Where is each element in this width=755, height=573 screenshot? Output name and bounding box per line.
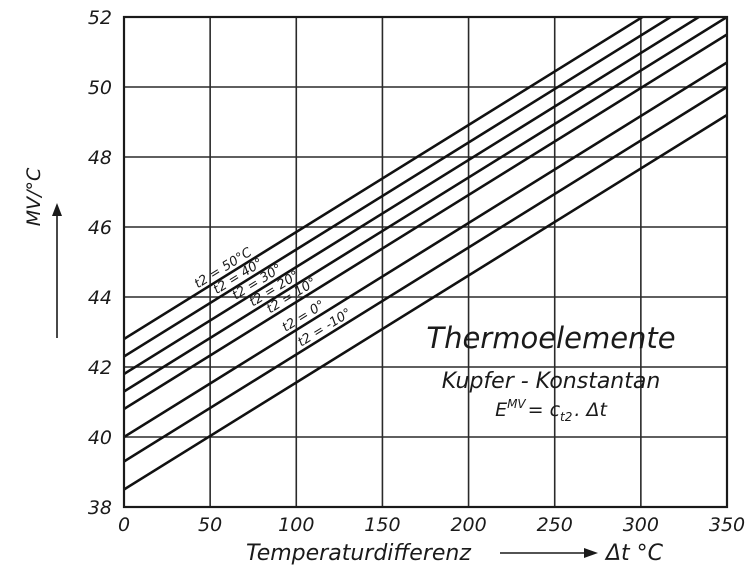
y-tick-label: 50 <box>88 77 112 99</box>
y-tick-label: 42 <box>88 357 112 379</box>
x-tick-label: 100 <box>278 514 314 536</box>
series-line <box>124 85 727 463</box>
y-tick-label: 40 <box>88 427 112 449</box>
y-tick-label: 48 <box>88 147 112 169</box>
x-tick-label: 50 <box>198 514 222 536</box>
y-tick-label: 38 <box>88 497 112 519</box>
series-line <box>124 61 727 439</box>
chart-subtitle: Kupfer - Konstantan <box>442 369 661 394</box>
plot-frame <box>122 15 729 509</box>
chart-formula: EMV = ct2. Δt <box>495 397 608 424</box>
y-tick-label: 46 <box>88 217 112 239</box>
x-tick-label: 350 <box>709 514 745 536</box>
series-line <box>124 113 727 491</box>
formula-sub: t2 <box>560 410 572 424</box>
formula-sup: MV <box>507 397 526 411</box>
series-lines <box>124 17 727 491</box>
x-tick-label: 150 <box>364 514 400 536</box>
formula-lhs: E <box>495 399 507 421</box>
x-tick-label: 200 <box>450 514 486 536</box>
series-line <box>124 17 645 341</box>
grid <box>123 16 728 508</box>
tick-labels: 0 50 100 150 200 250 300 350 38 40 42 44 46 48 50 52 <box>88 7 745 536</box>
y-axis-label: MV/°C <box>23 167 45 226</box>
x-tick-label: 300 <box>623 514 659 536</box>
series-line <box>124 17 727 393</box>
formula-rhs: = c <box>528 399 561 421</box>
series-line <box>124 17 674 358</box>
x-tick-label: 250 <box>537 514 573 536</box>
y-tick-label: 52 <box>88 7 112 29</box>
series-line <box>124 17 702 376</box>
x-axis-arrow-icon <box>500 548 598 558</box>
series-line <box>124 33 727 411</box>
y-tick-label: 44 <box>88 287 112 309</box>
x-axis-label: Temperaturdifferenz <box>246 541 471 566</box>
x-tick-label: 0 <box>118 514 130 536</box>
chart-title: Thermoelemente <box>426 321 675 355</box>
formula-tail: . Δt <box>574 399 608 421</box>
x-axis-unit-label: Δt °C <box>604 541 664 566</box>
y-axis-arrow-icon <box>52 203 62 338</box>
